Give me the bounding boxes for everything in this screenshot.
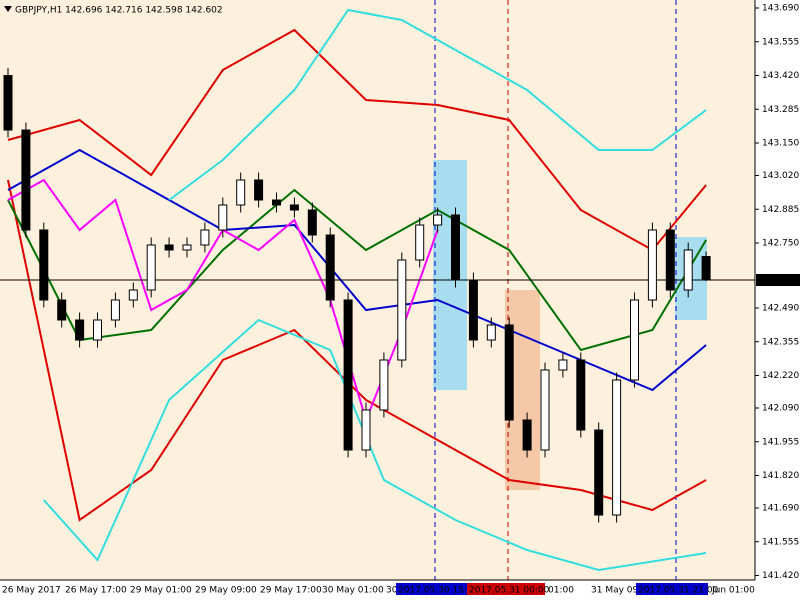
plot-background — [0, 0, 755, 580]
x-label-highlight — [636, 583, 708, 595]
x-tick-label: 2017.05.31 00:00 — [469, 586, 550, 596]
x-label-highlight — [467, 583, 545, 595]
y-tick-label: 143.285 — [762, 105, 799, 115]
highlight-box — [433, 160, 467, 390]
candle-body — [182, 244, 192, 251]
candle-body — [93, 319, 102, 341]
candle-body — [361, 409, 371, 451]
menu-icon[interactable] — [4, 6, 12, 12]
y-tick-label: 143.150 — [762, 139, 799, 149]
y-tick-label: 141.555 — [762, 537, 799, 547]
candles — [3, 68, 711, 523]
candle-body — [343, 299, 353, 451]
candle-body — [236, 179, 246, 206]
x-tick-label: 2017.05.31 21:00 — [638, 586, 719, 596]
overlays — [0, 8, 755, 572]
candle-body — [433, 214, 443, 226]
x-tick-label: 29 May 09:00 — [195, 586, 257, 596]
x-tick-label: 26 May 2017 — [2, 586, 61, 596]
y-tick-label: 143.020 — [762, 171, 799, 181]
y-tick-label: 142.490 — [762, 304, 799, 314]
candle-body — [683, 249, 693, 291]
y-tick-label: 141.955 — [762, 437, 799, 447]
candle-body — [21, 129, 31, 231]
x-tick-label: 30 May 01:00 — [322, 586, 384, 596]
indicator-line — [7, 188, 707, 352]
candle-body — [200, 229, 210, 246]
candle-body — [415, 224, 425, 261]
indicator-line — [7, 148, 707, 392]
candle-body — [57, 299, 67, 321]
candle-body — [379, 359, 389, 411]
x-label-highlight — [396, 583, 468, 595]
candle-body — [218, 204, 228, 231]
y-tick-label: 142.090 — [762, 404, 799, 414]
candle-body — [110, 299, 120, 321]
indicator-line — [7, 28, 707, 252]
candle-body — [325, 234, 335, 301]
indicator-line — [43, 318, 707, 572]
candle-body — [612, 379, 622, 516]
candle-body — [701, 256, 711, 281]
y-tick-label: 143.690 — [762, 4, 799, 14]
y-tick-label: 142.885 — [762, 205, 799, 215]
candle-body — [272, 199, 281, 206]
candle-body — [128, 289, 138, 301]
candle-body — [576, 359, 586, 431]
candle-body — [397, 259, 407, 361]
candle-body — [146, 244, 156, 291]
candle-body — [504, 324, 514, 421]
y-tick-label: 143.420 — [762, 71, 799, 81]
y-tick-label: 141.820 — [762, 471, 799, 481]
y-tick-label: 142.220 — [762, 371, 799, 381]
x-tick-label: Jun 01:00 — [711, 586, 755, 596]
y-tick-label: 142.750 — [762, 239, 799, 249]
x-tick-label: 30 — [386, 586, 398, 596]
candle-body — [630, 299, 639, 381]
candle-body — [486, 324, 496, 341]
candle-body — [468, 279, 478, 341]
candle-body — [540, 369, 550, 451]
x-tick-label: 31 May 09:00 — [591, 586, 653, 596]
candle-body — [647, 229, 657, 301]
x-tick-label: 29 May 17:00 — [260, 586, 322, 596]
candle-body — [3, 75, 13, 131]
y-tick-label: 143.555 — [762, 37, 799, 47]
indicator-line — [7, 179, 707, 522]
y-tick-label: 141.690 — [762, 504, 799, 514]
candle-body — [75, 319, 85, 341]
candle-body — [39, 229, 49, 301]
y-tick-label: 141.420 — [762, 571, 799, 581]
candle-body — [594, 429, 604, 516]
chart-title: GBPJPY,H1 142.696 142.716 142.598 142.60… — [15, 6, 223, 16]
x-tick-label: 2017.05.30 15:00 — [398, 586, 479, 596]
candle-body — [522, 419, 532, 451]
indicator-line — [168, 8, 707, 201]
candle-body — [558, 359, 568, 371]
candle-body — [451, 214, 460, 281]
candle-body — [307, 209, 317, 236]
candle-body — [164, 244, 174, 251]
x-tick-label: 26 May 17:00 — [65, 586, 127, 596]
x-tick-label: 01:00 — [548, 586, 574, 596]
candle-body — [665, 229, 675, 291]
candle-body — [289, 204, 299, 211]
current-price-box — [756, 274, 800, 286]
y-tick-label: 142.355 — [762, 337, 799, 347]
x-tick-label: 29 May 01:00 — [130, 586, 192, 596]
candle-body — [254, 179, 264, 201]
current-price-label: 142.602 — [762, 276, 799, 286]
